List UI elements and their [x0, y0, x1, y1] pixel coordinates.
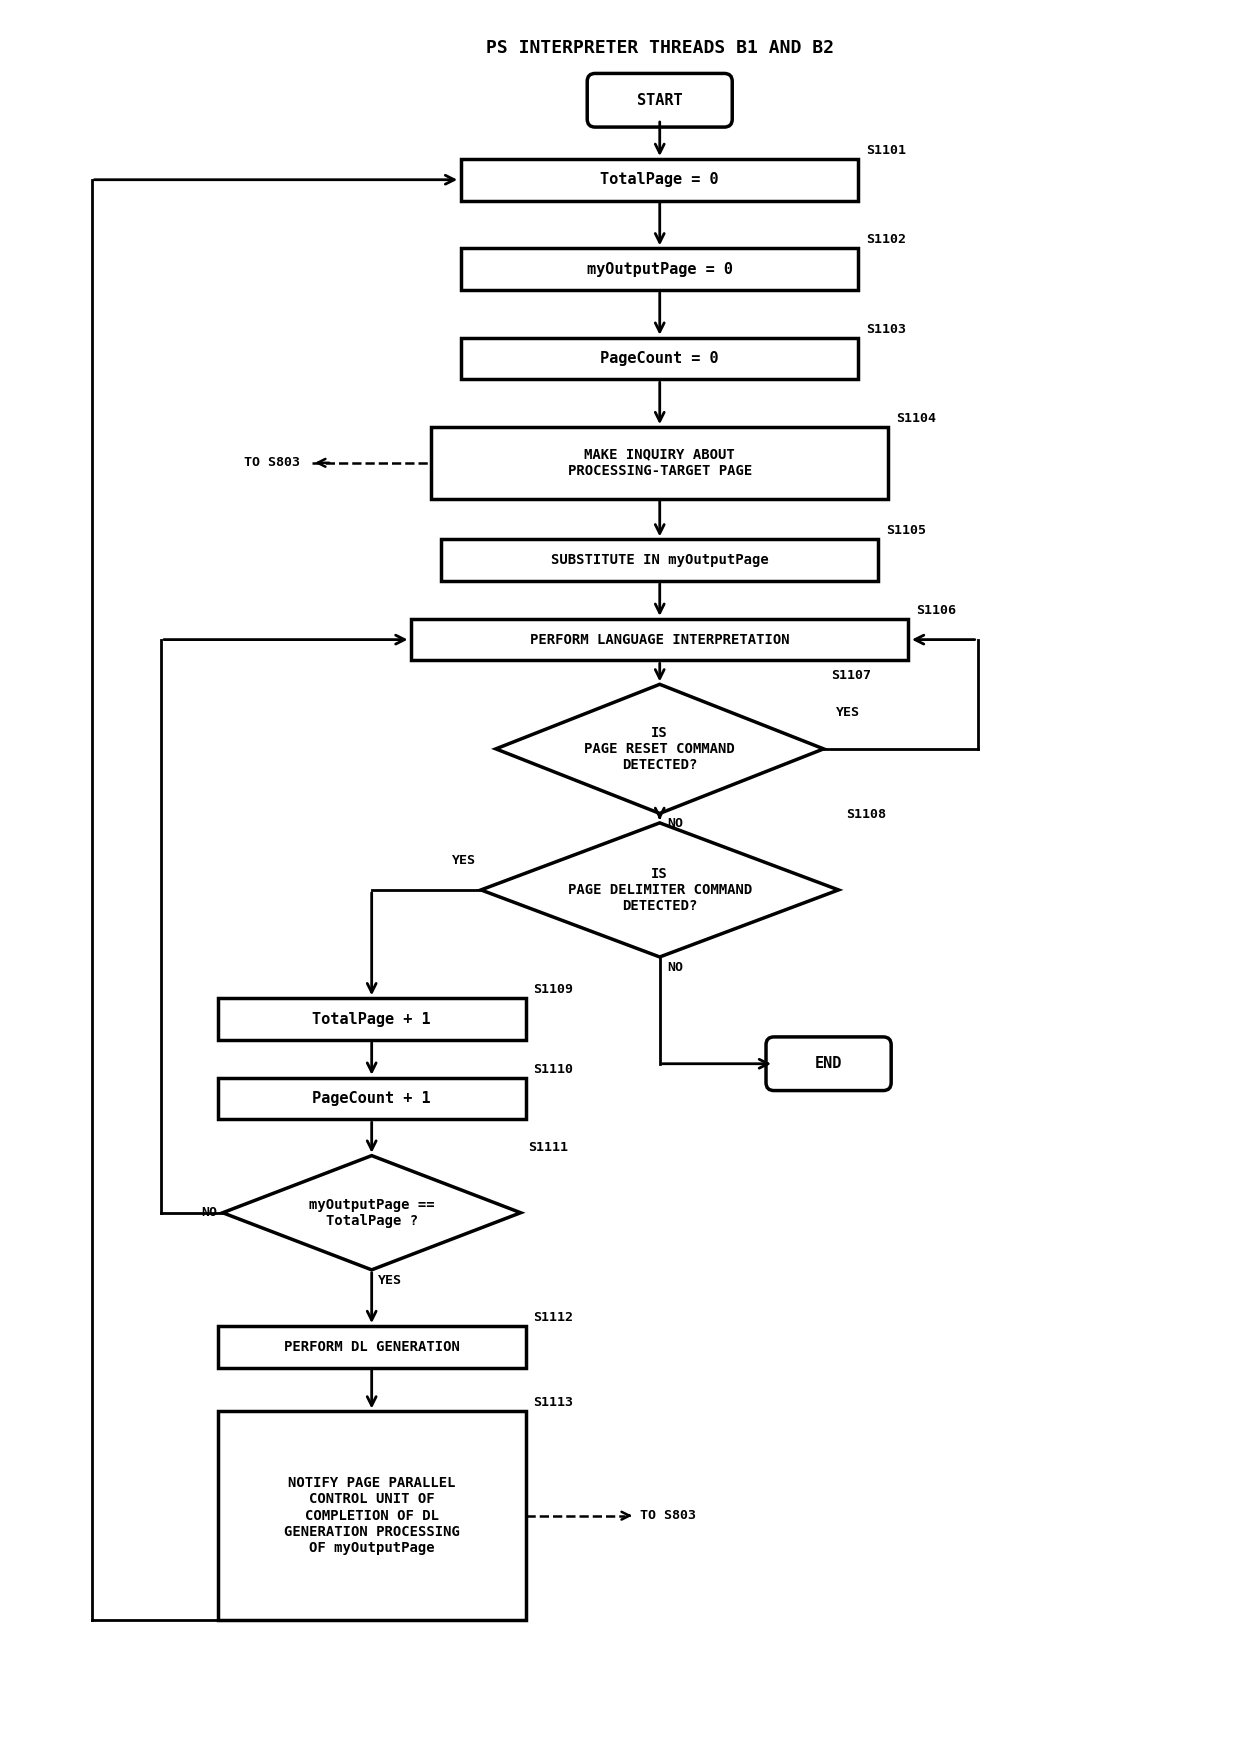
Text: S1104: S1104 [897, 412, 936, 425]
Text: PageCount + 1: PageCount + 1 [312, 1092, 432, 1106]
FancyBboxPatch shape [218, 1327, 526, 1367]
FancyBboxPatch shape [461, 337, 858, 379]
Text: SUBSTITUTE IN myOutputPage: SUBSTITUTE IN myOutputPage [551, 553, 769, 567]
Text: S1106: S1106 [916, 604, 956, 616]
Text: S1108: S1108 [847, 807, 887, 821]
Text: NO: NO [667, 962, 683, 974]
Text: S1111: S1111 [528, 1141, 569, 1153]
Text: IS
PAGE DELIMITER COMMAND
DETECTED?: IS PAGE DELIMITER COMMAND DETECTED? [568, 867, 751, 913]
Text: YES: YES [378, 1274, 402, 1286]
FancyBboxPatch shape [461, 247, 858, 290]
Polygon shape [481, 823, 838, 956]
Polygon shape [496, 684, 823, 813]
Text: NO: NO [202, 1206, 218, 1220]
FancyBboxPatch shape [412, 620, 908, 660]
Text: S1113: S1113 [533, 1397, 574, 1409]
Text: TO S803: TO S803 [640, 1509, 696, 1522]
FancyBboxPatch shape [218, 1078, 526, 1120]
Text: PS INTERPRETER THREADS B1 AND B2: PS INTERPRETER THREADS B1 AND B2 [486, 39, 833, 56]
Text: MAKE INQUIRY ABOUT
PROCESSING-TARGET PAGE: MAKE INQUIRY ABOUT PROCESSING-TARGET PAG… [568, 448, 751, 477]
Text: PERFORM LANGUAGE INTERPRETATION: PERFORM LANGUAGE INTERPRETATION [529, 632, 790, 646]
Polygon shape [223, 1155, 521, 1271]
Text: NOTIFY PAGE PARALLEL
CONTROL UNIT OF
COMPLETION OF DL
GENERATION PROCESSING
OF m: NOTIFY PAGE PARALLEL CONTROL UNIT OF COM… [284, 1476, 460, 1555]
Text: S1103: S1103 [867, 323, 906, 335]
FancyBboxPatch shape [218, 1411, 526, 1620]
Text: PERFORM DL GENERATION: PERFORM DL GENERATION [284, 1339, 460, 1353]
Text: myOutputPage = 0: myOutputPage = 0 [587, 261, 733, 277]
FancyBboxPatch shape [441, 539, 878, 581]
Text: START: START [637, 93, 682, 107]
Text: S1107: S1107 [832, 669, 872, 683]
Text: YES: YES [451, 853, 476, 867]
FancyBboxPatch shape [461, 160, 858, 200]
Text: S1105: S1105 [887, 525, 926, 537]
Text: IS
PAGE RESET COMMAND
DETECTED?: IS PAGE RESET COMMAND DETECTED? [584, 725, 735, 772]
FancyBboxPatch shape [588, 74, 733, 126]
FancyBboxPatch shape [766, 1037, 892, 1090]
Text: TotalPage + 1: TotalPage + 1 [312, 1011, 432, 1027]
Text: S1110: S1110 [533, 1064, 574, 1076]
Text: YES: YES [836, 706, 859, 718]
FancyBboxPatch shape [218, 999, 526, 1041]
Text: END: END [815, 1057, 842, 1071]
Text: TotalPage = 0: TotalPage = 0 [600, 172, 719, 188]
Text: S1109: S1109 [533, 983, 574, 997]
Text: PageCount = 0: PageCount = 0 [600, 351, 719, 367]
Text: TO S803: TO S803 [244, 456, 300, 469]
Text: S1102: S1102 [867, 233, 906, 246]
Text: S1112: S1112 [533, 1311, 574, 1323]
FancyBboxPatch shape [432, 426, 888, 498]
Text: NO: NO [667, 818, 683, 830]
Text: myOutputPage ==
TotalPage ?: myOutputPage == TotalPage ? [309, 1197, 434, 1228]
Text: S1101: S1101 [867, 144, 906, 156]
